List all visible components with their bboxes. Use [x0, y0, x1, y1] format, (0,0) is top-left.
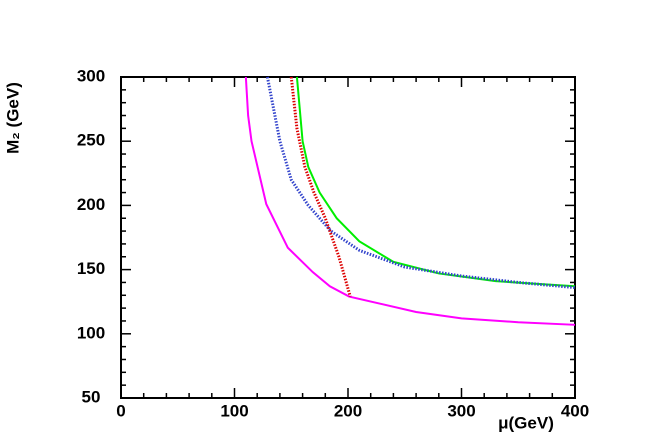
plot-frame: [120, 76, 576, 399]
series-line: [265, 76, 576, 290]
series-line: [295, 76, 576, 288]
x-tick-label: 300: [447, 401, 475, 420]
y-tick-label: 150: [77, 259, 105, 278]
series-line: [289, 76, 352, 297]
y-tick-label: 100: [77, 323, 105, 342]
x-tick-label: 0: [116, 401, 125, 420]
x-tick-label: 100: [220, 401, 248, 420]
x-axis-label: μ(GeV): [498, 413, 554, 432]
y-tick-label: 50: [82, 387, 101, 406]
y-tick-label: 300: [77, 66, 105, 85]
y-axis-label: M₂ (GeV): [3, 82, 22, 154]
y-tick-label: 250: [77, 131, 105, 150]
series-line: [244, 76, 576, 326]
y-tick-label: 200: [77, 195, 105, 214]
x-tick-label: 200: [334, 401, 362, 420]
x-tick-label: 400: [561, 401, 589, 420]
